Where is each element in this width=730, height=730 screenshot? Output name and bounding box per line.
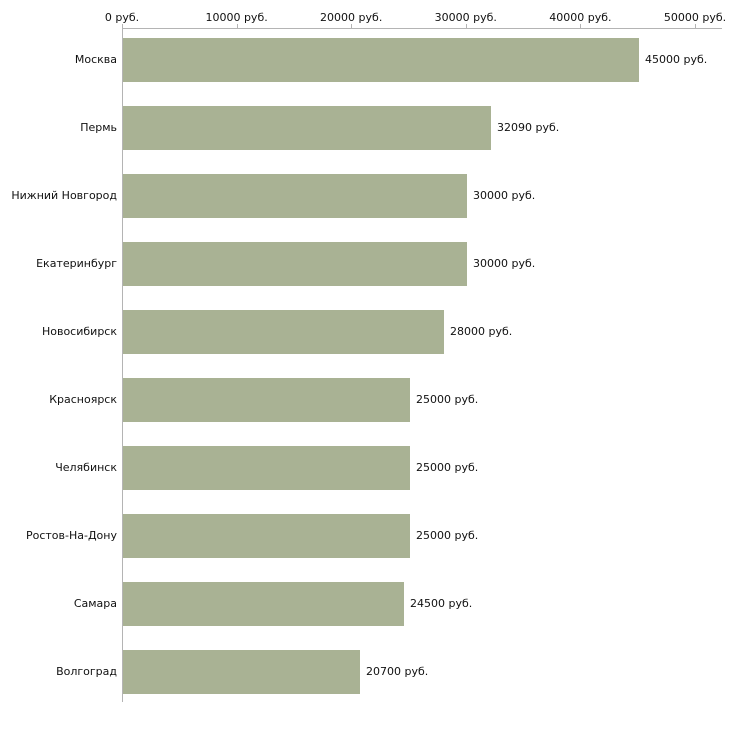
x-tick [580,24,582,28]
x-axis-line [122,28,722,29]
bar [123,38,639,82]
bar [123,446,410,490]
bar [123,650,360,694]
x-tick-label: 0 руб. [104,11,140,24]
bar-value-label: 32090 руб. [497,121,560,134]
x-tick-label: 20000 руб. [320,11,383,24]
x-tick-label: 30000 руб. [434,11,497,24]
bar [123,106,491,150]
bar [123,310,444,354]
category-label: Красноярск [49,393,117,406]
bar-value-label: 24500 руб. [410,597,473,610]
x-tick-label: 50000 руб. [663,11,727,24]
category-label: Нижний Новгород [11,189,117,202]
bar-value-label: 25000 руб. [416,461,479,474]
x-tick [351,24,353,28]
bar [123,582,404,626]
bar-value-label: 28000 руб. [450,325,513,338]
category-label: Москва [74,53,117,66]
bar-value-label: 20700 руб. [366,665,429,678]
bar [123,174,467,218]
category-label: Челябинск [55,461,117,474]
bar [123,242,467,286]
category-label: Волгоград [56,665,117,678]
category-label: Новосибирск [41,325,117,338]
y-axis-line [122,28,123,702]
bar-value-label: 25000 руб. [416,529,479,542]
bar [123,514,410,558]
x-tick [122,24,123,28]
category-label: Самара [73,597,117,610]
x-tick [236,24,238,28]
category-label: Пермь [80,121,117,134]
bar-value-label: 30000 руб. [473,257,536,270]
bar [123,378,410,422]
x-tick-label: 10000 руб. [205,11,268,24]
x-tick-label: 40000 руб. [549,11,612,24]
x-tick [465,24,467,28]
x-tick [695,24,696,28]
category-label: Екатеринбург [36,257,117,270]
bar-value-label: 25000 руб. [416,393,479,406]
category-label: Ростов-На-Дону [25,529,117,542]
bar-value-label: 30000 руб. [473,189,536,202]
bar-value-label: 45000 руб. [645,53,708,66]
